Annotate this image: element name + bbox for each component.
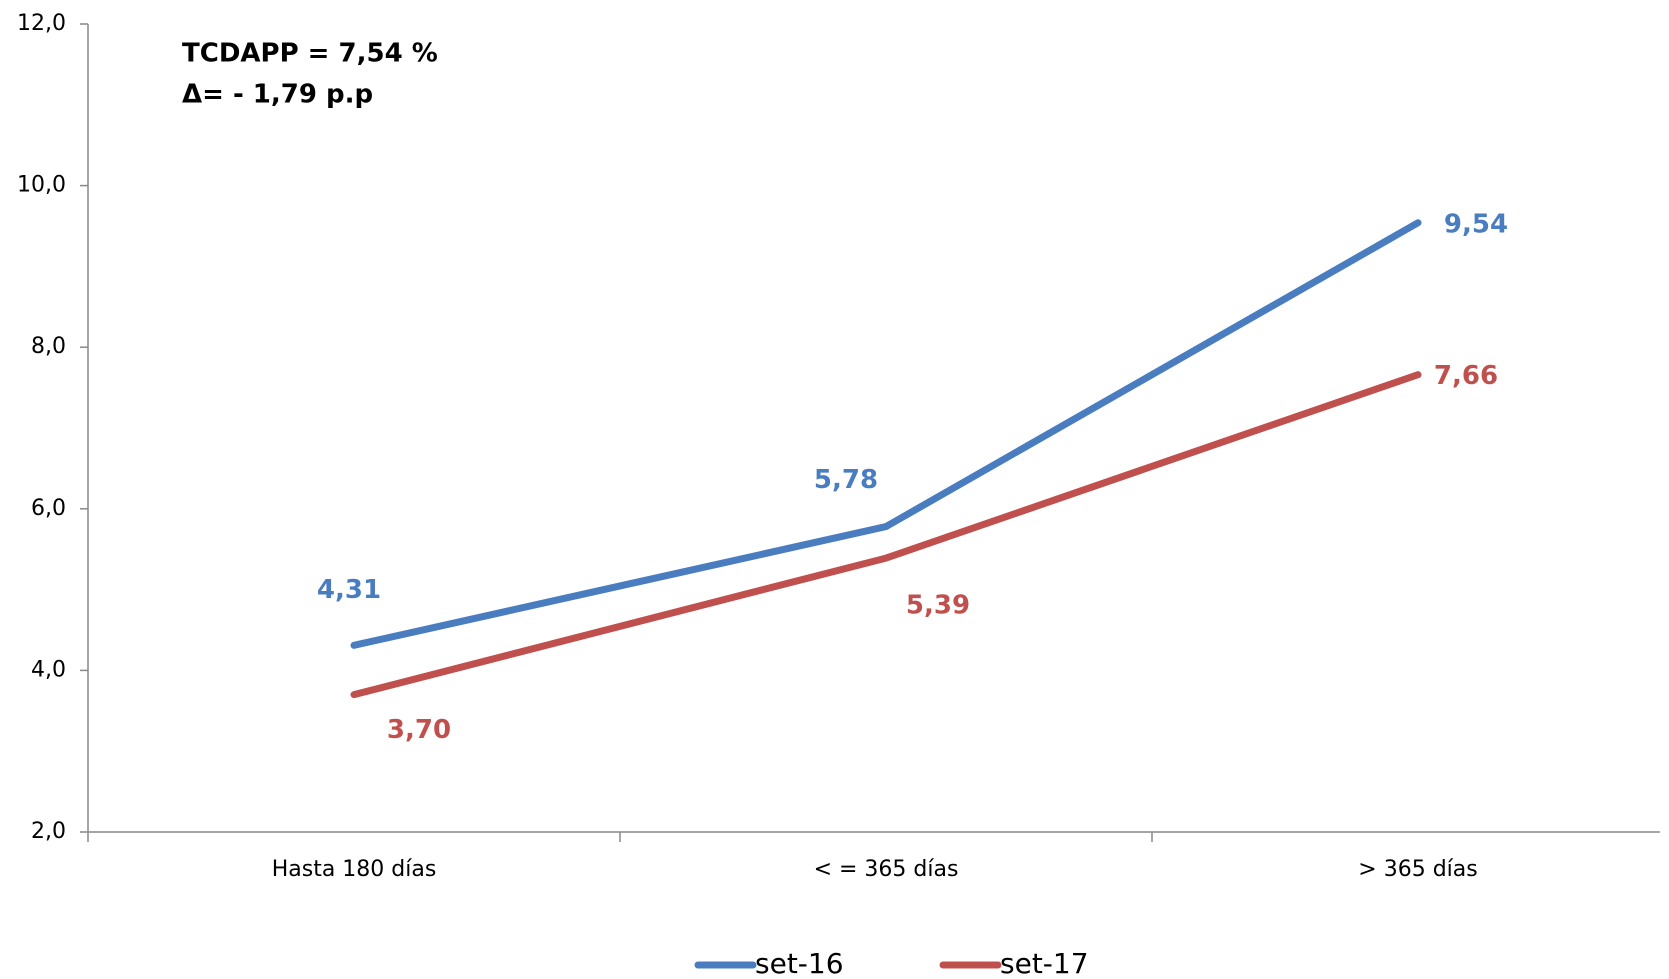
data-label: 5,39	[906, 591, 970, 621]
annotation: Δ= - 1,79 p.p	[182, 80, 373, 110]
x-tick-label: > 365 días	[1358, 857, 1477, 882]
line-series	[350, 219, 1422, 649]
y-tick-label: 12,0	[17, 11, 66, 36]
y-tick-label: 6,0	[31, 496, 66, 521]
y-tick-label: 4,0	[31, 657, 66, 682]
y-tick-label: 10,0	[17, 173, 66, 198]
data-label: 4,31	[317, 575, 381, 605]
data-label: 3,70	[387, 715, 451, 745]
data-label: 5,78	[814, 465, 878, 495]
x-tick-label: < = 365 días	[814, 857, 959, 882]
annotation: TCDAPP = 7,54 %	[182, 39, 438, 69]
y-tick-label: 2,0	[31, 819, 66, 844]
data-label: 9,54	[1444, 209, 1508, 239]
legend-label: set-16	[755, 947, 844, 979]
data-label: 7,66	[1434, 361, 1498, 391]
legend-label: set-17	[1000, 947, 1089, 979]
line-series	[350, 371, 1422, 699]
x-tick-label: Hasta 180 días	[272, 857, 437, 882]
y-tick-label: 8,0	[31, 334, 66, 359]
